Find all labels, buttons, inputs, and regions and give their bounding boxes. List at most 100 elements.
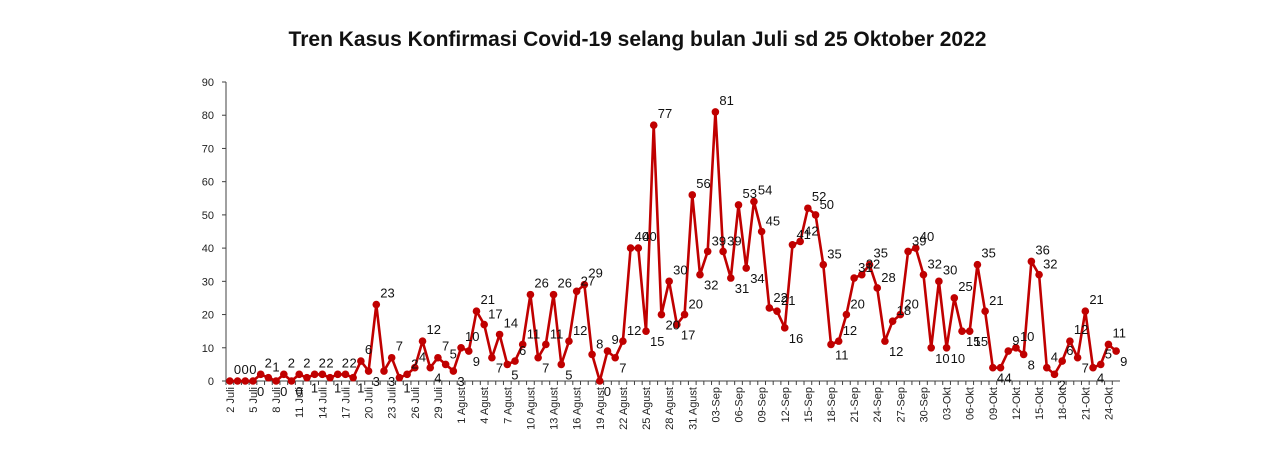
- x-tick-label: 21-Sep: [849, 387, 861, 422]
- data-point: [287, 377, 296, 385]
- data-point: [935, 277, 943, 286]
- data-point: [318, 370, 327, 379]
- data-label: 3: [373, 374, 380, 389]
- data-point: [680, 310, 689, 319]
- data-label: 12: [627, 323, 641, 338]
- data-point: [811, 211, 820, 219]
- data-label: 17: [488, 307, 502, 322]
- x-tick-label: 12-Sep: [780, 387, 792, 422]
- data-point: [526, 290, 535, 299]
- data-label: 20: [665, 318, 679, 333]
- data-label: 10: [935, 351, 949, 366]
- data-label: 23: [380, 286, 394, 301]
- data-label: 6: [519, 343, 526, 358]
- data-label: 9: [473, 354, 480, 369]
- x-tick-label: 18-Sep: [826, 387, 838, 422]
- x-tick-label: 24-Sep: [872, 387, 884, 422]
- x-tick-label: 24-Okt: [1103, 387, 1115, 420]
- data-label: 0: [242, 362, 249, 377]
- data-point: [819, 260, 828, 269]
- data-label: 7: [619, 361, 626, 376]
- data-point: [303, 373, 311, 382]
- y-tick-label: 70: [202, 143, 214, 155]
- y-tick-label: 20: [202, 310, 214, 322]
- data-point: [1081, 307, 1090, 316]
- data-point: [657, 310, 666, 319]
- y-tick-label: 10: [202, 343, 214, 355]
- x-tick-label: 20 Juli: [364, 387, 376, 419]
- data-point: [873, 284, 882, 292]
- data-label: 5: [565, 367, 572, 382]
- x-tick-label: 29 Juli: [433, 387, 445, 419]
- data-label: 12: [843, 323, 857, 338]
- data-label: 1: [357, 381, 364, 396]
- data-point: [688, 191, 697, 199]
- data-label: 12: [889, 344, 903, 359]
- data-point: [542, 340, 550, 349]
- data-label: 31: [858, 260, 872, 275]
- x-tick-label: 12-Okt: [1011, 387, 1023, 420]
- data-point: [804, 204, 812, 213]
- data-label: 39: [912, 233, 926, 248]
- x-tick-label: 09-Okt: [988, 387, 1000, 420]
- data-label: 7: [396, 339, 403, 354]
- data-label: 3: [457, 374, 464, 389]
- data-point: [626, 244, 635, 252]
- data-label: 10: [951, 351, 965, 366]
- data-point: [1112, 347, 1120, 355]
- data-point: [734, 201, 743, 209]
- data-point: [249, 377, 257, 385]
- data-label: 7: [542, 361, 549, 376]
- data-point: [464, 347, 473, 355]
- data-label: 2: [349, 355, 356, 370]
- data-point: [565, 337, 573, 345]
- data-point: [449, 367, 458, 375]
- data-label: 25: [958, 279, 972, 294]
- data-point: [619, 337, 627, 345]
- data-point: [780, 324, 789, 332]
- x-tick-label: 26 Juli: [410, 387, 422, 419]
- data-label: 15: [966, 334, 980, 349]
- data-label: 81: [719, 93, 733, 108]
- data-label: 9: [1012, 333, 1019, 348]
- data-label: 12: [427, 322, 441, 337]
- x-tick-label: 09-Sep: [757, 387, 769, 422]
- data-label: 4: [419, 350, 426, 365]
- data-point: [380, 367, 388, 375]
- data-label: 12: [573, 323, 587, 338]
- data-label: 2: [411, 356, 418, 371]
- x-tick-label: 10 Agust: [525, 387, 537, 430]
- data-point: [434, 353, 442, 362]
- data-point: [1058, 357, 1066, 365]
- data-label: 35: [827, 247, 841, 262]
- data-point: [1012, 343, 1020, 352]
- data-label: 0: [296, 384, 303, 399]
- data-point: [649, 121, 658, 129]
- data-point: [488, 353, 496, 362]
- x-tick-label: 1 Agust: [456, 387, 468, 424]
- data-label: 40: [920, 229, 934, 244]
- data-label: 30: [673, 262, 687, 277]
- data-point: [703, 247, 712, 256]
- data-point: [495, 330, 504, 339]
- data-label: 34: [750, 271, 764, 286]
- data-label: 2: [288, 355, 295, 370]
- data-point: [241, 377, 250, 385]
- data-label: 31: [735, 281, 749, 296]
- data-point: [418, 337, 427, 345]
- y-tick-label: 30: [202, 276, 214, 288]
- x-tick-label: 17 Juli: [340, 387, 352, 419]
- data-point: [480, 320, 488, 329]
- x-tick-label: 18-Okt: [1057, 387, 1069, 420]
- data-point: [642, 327, 650, 335]
- data-label: 5: [1105, 346, 1112, 361]
- data-point: [1027, 257, 1036, 266]
- data-point: [665, 277, 673, 286]
- chart-title: Tren Kasus Konfirmasi Covid-19 selang bu…: [288, 28, 987, 51]
- data-point: [272, 377, 280, 385]
- data-label: 2: [1058, 377, 1065, 392]
- data-point: [595, 377, 604, 385]
- data-label: 7: [496, 361, 503, 376]
- data-label: 11: [835, 347, 849, 362]
